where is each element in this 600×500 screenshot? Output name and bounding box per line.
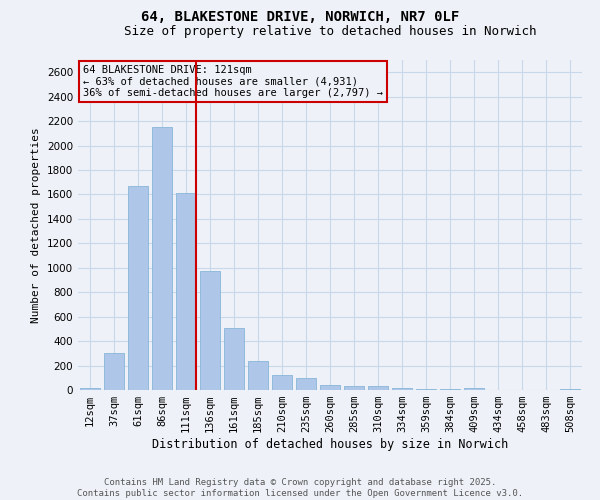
Bar: [344, 386, 364, 390]
Y-axis label: Number of detached properties: Number of detached properties: [31, 127, 41, 323]
Bar: [272, 376, 292, 390]
Bar: [152, 127, 172, 390]
Bar: [560, 389, 580, 390]
Text: 64 BLAKESTONE DRIVE: 121sqm
← 63% of detached houses are smaller (4,931)
36% of : 64 BLAKESTONE DRIVE: 121sqm ← 63% of det…: [83, 65, 383, 98]
Bar: [392, 388, 412, 390]
Bar: [464, 388, 484, 390]
Bar: [416, 389, 436, 390]
Bar: [176, 193, 196, 390]
Bar: [200, 272, 220, 390]
Text: 64, BLAKESTONE DRIVE, NORWICH, NR7 0LF: 64, BLAKESTONE DRIVE, NORWICH, NR7 0LF: [141, 10, 459, 24]
Bar: [296, 378, 316, 390]
Bar: [248, 360, 268, 390]
X-axis label: Distribution of detached houses by size in Norwich: Distribution of detached houses by size …: [152, 438, 508, 451]
Bar: [320, 384, 340, 390]
Title: Size of property relative to detached houses in Norwich: Size of property relative to detached ho…: [124, 25, 536, 38]
Bar: [128, 186, 148, 390]
Bar: [368, 386, 388, 390]
Bar: [224, 328, 244, 390]
Text: Contains HM Land Registry data © Crown copyright and database right 2025.
Contai: Contains HM Land Registry data © Crown c…: [77, 478, 523, 498]
Bar: [80, 388, 100, 390]
Bar: [104, 354, 124, 390]
